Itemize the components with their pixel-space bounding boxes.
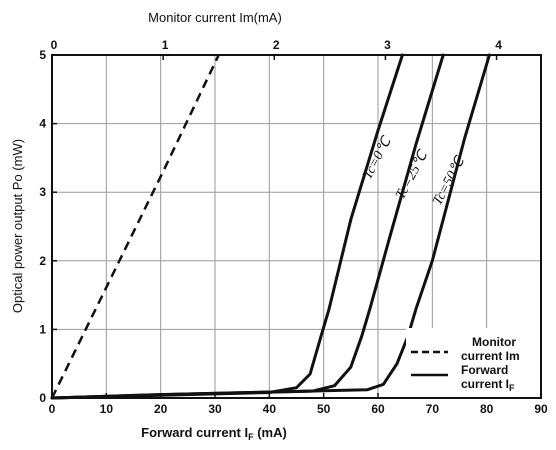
x2-tick-labels: 0 1 2 3 4 (51, 38, 503, 52)
x2-tick-label: 0 (51, 38, 58, 52)
x2-tick-label: 3 (384, 38, 391, 52)
legend-forward-line1: Forward (461, 363, 508, 377)
y-tick-label: 5 (39, 48, 46, 62)
x2-axis-label: Monitor current Im(mA) (148, 10, 282, 25)
x2-tick-label: 4 (495, 38, 502, 52)
x-tick-label: 0 (49, 402, 56, 416)
series-line-3 (50, 53, 491, 400)
legend-background (406, 328, 540, 397)
series-lines (50, 53, 491, 400)
plot-frame (51, 54, 542, 399)
x-tick-label: 70 (426, 402, 440, 416)
y-axis-label: Optical power output Po (mW) (10, 139, 25, 313)
y-tick-label: 0 (39, 391, 46, 405)
x2-tick-label: 1 (162, 38, 169, 52)
y-tick-labels: 0 1 2 3 4 5 (39, 48, 46, 405)
y-tick-label: 2 (39, 254, 46, 268)
y-tick-label: 1 (39, 322, 46, 336)
legend-forward-line2: current IF (461, 377, 515, 393)
x-tick-label: 10 (100, 402, 114, 416)
x-tick-label: 90 (534, 402, 548, 416)
x-tick-label: 80 (480, 402, 494, 416)
legend-monitor-line2: current Im (461, 349, 520, 363)
x-tick-label: 40 (263, 402, 277, 416)
x-tick-labels: 0 10 20 30 40 50 60 70 80 90 (49, 402, 548, 416)
y-tick-label: 3 (39, 185, 46, 199)
legend-monitor-line1: Monitor (472, 335, 516, 349)
x-tick-label: 50 (317, 402, 331, 416)
x-tick-label: 30 (208, 402, 222, 416)
legend: Monitor current Im Forward current IF (406, 328, 540, 397)
grid (52, 55, 541, 398)
series-line-4 (50, 54, 220, 399)
x-tick-label: 60 (371, 402, 385, 416)
x-axis-label: Forward current IF (mA) (141, 425, 287, 442)
x2-tick-label: 2 (273, 38, 280, 52)
x-tick-label: 20 (154, 402, 168, 416)
y-tick-label: 4 (39, 117, 46, 131)
